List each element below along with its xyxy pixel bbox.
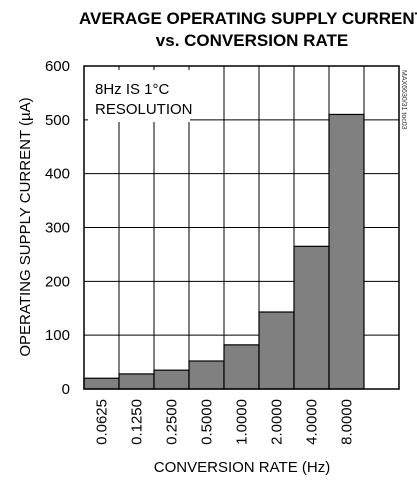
- y-tick-label: 0: [62, 381, 70, 398]
- x-tick-label: 2.0000: [269, 399, 286, 445]
- x-tick-label: 0.5000: [199, 399, 216, 445]
- chart-title-line1: AVERAGE OPERATING SUPPLY CURRENT: [79, 9, 417, 28]
- bar-1.0000: [223, 344, 260, 390]
- chart-title-line2: vs. CONVERSION RATE: [156, 31, 348, 50]
- x-tick-label: 0.0625: [94, 399, 111, 445]
- y-tick-label: 500: [45, 112, 70, 129]
- annotation-line2: RESOLUTION: [95, 101, 193, 118]
- x-tick-labels: 0.0625 0.1250 0.2500 0.5000 1.0000 2.0000 4.00…: [94, 399, 356, 445]
- bar-8.0000: [328, 113, 365, 390]
- y-tick-label: 200: [45, 273, 70, 290]
- annotation-box: [88, 70, 190, 122]
- y-axis-label: OPERATING SUPPLY CURRENT (µA): [17, 97, 34, 356]
- x-tick-label: 4.0000: [304, 399, 321, 445]
- y-tick-label: 100: [45, 327, 70, 344]
- bar-0.5000: [188, 360, 225, 390]
- plot-frame: [83, 65, 400, 390]
- figure-code: MAX6630/31 toc03: [400, 70, 407, 130]
- x-axis-label: CONVERSION RATE (Hz): [154, 459, 330, 476]
- y-tick-label: 600: [45, 58, 70, 75]
- bar-0.1250: [118, 373, 155, 390]
- y-tick-labels: 0 100 200 300 400 500 600: [45, 58, 70, 398]
- y-tick-label: 400: [45, 166, 70, 183]
- x-tick-label: 0.1250: [129, 399, 146, 445]
- x-tick-label: 8.0000: [339, 399, 356, 445]
- x-tick-label: 1.0000: [234, 399, 251, 445]
- x-tick-label: 0.2500: [164, 399, 181, 445]
- annotation-line1: 8Hz IS 1°C: [95, 81, 170, 98]
- bar-2.0000: [258, 311, 295, 390]
- y-tick-label: 300: [45, 220, 70, 237]
- bar-0.2500: [153, 369, 190, 390]
- bar-0.0625: [83, 377, 120, 390]
- bar-4.0000: [293, 245, 330, 390]
